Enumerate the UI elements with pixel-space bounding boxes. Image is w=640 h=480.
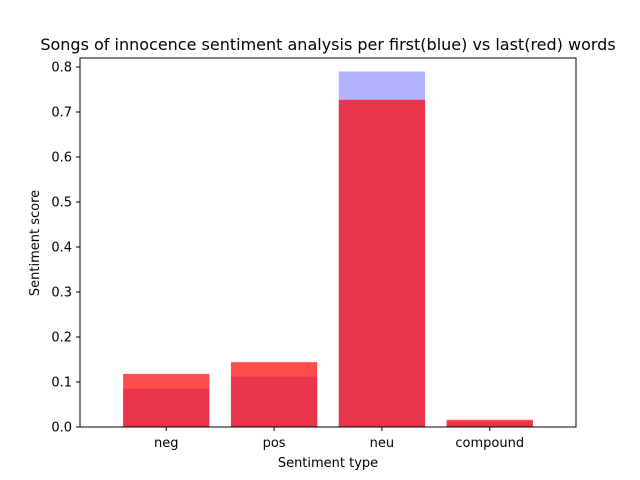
x-tick-label: pos (263, 436, 286, 451)
y-tick-label: 0.7 (51, 106, 72, 121)
x-tick-label: compound (455, 436, 524, 451)
bars-layer (123, 71, 533, 427)
y-tick-label: 0.4 (51, 241, 72, 256)
y-tick-label: 0.6 (51, 151, 72, 166)
y-tick-label: 0.2 (51, 331, 72, 346)
y-axis: 0.0 0.1 0.2 0.3 0.4 0.5 0.6 0.7 0.8 (51, 61, 80, 436)
y-tick-label: 0.8 (51, 61, 72, 76)
y-tick-label: 0.0 (51, 421, 72, 436)
bar-last-neg (123, 373, 210, 427)
bar-last-compound (446, 419, 533, 427)
x-axis: neg pos neu compound (154, 427, 524, 451)
plot-frame (79, 57, 577, 428)
chart-title: Songs of innocence sentiment analysis pe… (40, 35, 615, 54)
bar-last-neu (338, 99, 426, 427)
y-axis-label: Sentiment score (28, 190, 43, 296)
y-tick-label: 0.5 (51, 196, 72, 211)
y-tick-label: 0.3 (51, 286, 72, 301)
y-tick-label: 0.1 (51, 376, 72, 391)
x-tick-label: neu (370, 436, 394, 451)
x-tick-label: neg (154, 436, 179, 451)
bar-last-pos (230, 362, 318, 427)
x-axis-label: Sentiment type (278, 456, 378, 471)
